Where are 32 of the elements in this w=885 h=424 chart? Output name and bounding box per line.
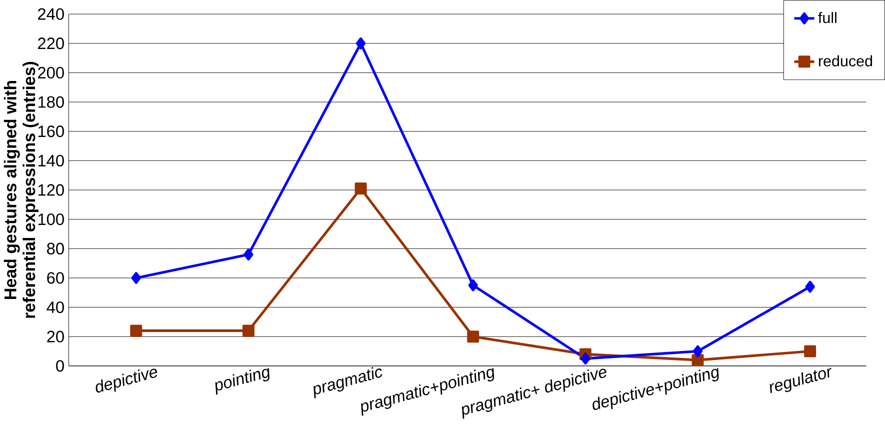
- legend-label: reduced: [818, 55, 872, 67]
- y-tick-label: 220: [38, 38, 64, 50]
- y-tick-label: 240: [38, 8, 64, 20]
- y-tick-label: 40: [46, 302, 64, 314]
- legend-label: full: [818, 12, 836, 24]
- point: [805, 280, 815, 293]
- x-tick-label: depictive: [96, 368, 158, 393]
- y-tick-label: 60: [47, 272, 64, 284]
- point: [692, 345, 703, 358]
- y-tick-label: 20: [47, 330, 64, 343]
- point: [131, 272, 141, 284]
- y-tick-label: 160: [38, 126, 64, 138]
- point: [130, 324, 142, 337]
- point: [244, 248, 254, 261]
- y-tick-label: 180: [38, 96, 64, 108]
- x-tick-label: pointing: [215, 368, 270, 395]
- point: [468, 280, 478, 292]
- y-tick-label: 80: [47, 243, 64, 255]
- x-tick-label: regulator: [770, 368, 832, 394]
- y-tick-label: 140: [38, 155, 64, 167]
- point: [580, 352, 590, 365]
- point: [356, 38, 366, 50]
- point: [242, 324, 254, 337]
- point: [467, 330, 480, 343]
- y-tick-label: 0: [56, 360, 64, 372]
- point: [354, 182, 367, 195]
- y-tick-label: 100: [38, 214, 64, 226]
- y-tick-label: 200: [38, 67, 64, 79]
- y-axis-title: Head gestures aligned with referential expressions (entries): [4, 62, 39, 318]
- point: [804, 345, 816, 358]
- y-tick-label: 120: [38, 184, 64, 196]
- point: [692, 354, 704, 366]
